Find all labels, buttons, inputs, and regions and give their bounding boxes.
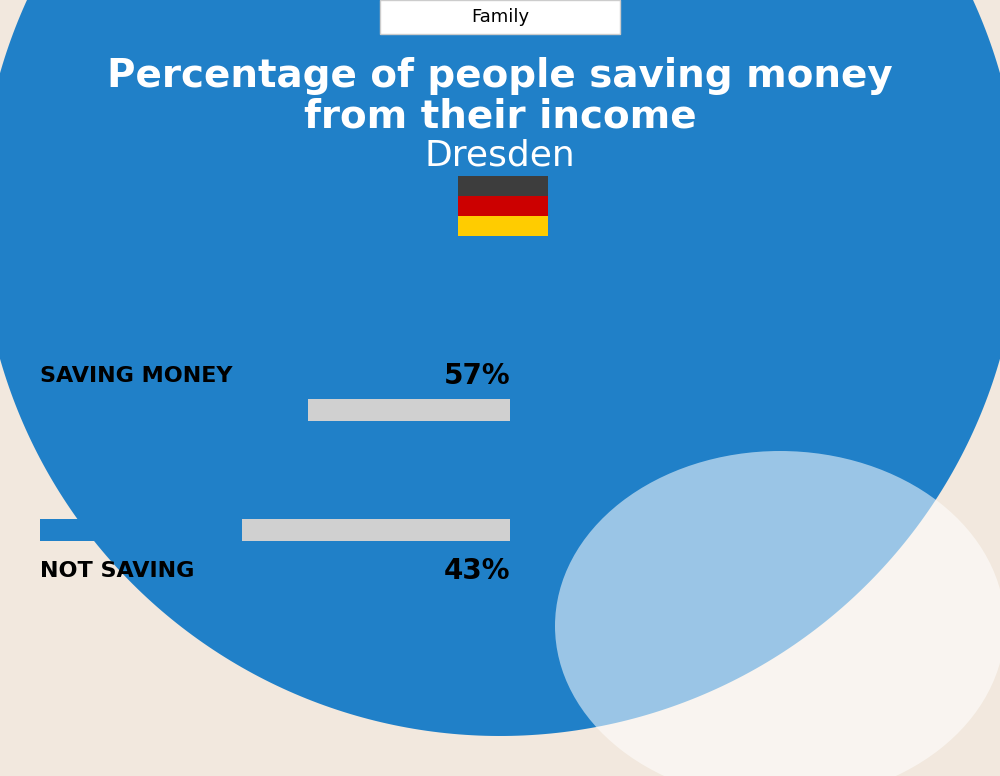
Text: Percentage of people saving money: Percentage of people saving money [107, 57, 893, 95]
Text: Dresden: Dresden [425, 139, 575, 173]
Text: 57%: 57% [443, 362, 510, 390]
Bar [242, 519, 510, 541]
Ellipse shape [555, 451, 1000, 776]
Text: SAVING MONEY: SAVING MONEY [40, 366, 232, 386]
Bar [458, 216, 548, 236]
Bar [40, 519, 242, 541]
Bar [458, 176, 548, 196]
FancyBboxPatch shape [380, 0, 620, 34]
Bar [40, 399, 308, 421]
Bar [308, 399, 510, 421]
Polygon shape [0, 0, 1000, 736]
Bar [458, 196, 548, 216]
Text: Family: Family [471, 8, 529, 26]
Text: NOT SAVING: NOT SAVING [40, 561, 194, 581]
Text: from their income: from their income [304, 97, 696, 135]
Text: 43%: 43% [444, 557, 510, 585]
